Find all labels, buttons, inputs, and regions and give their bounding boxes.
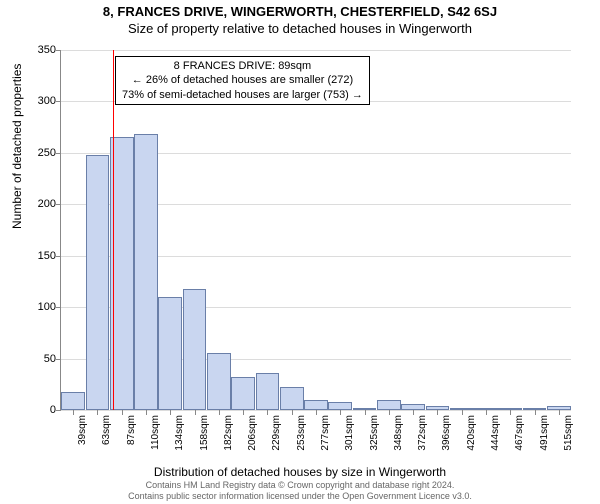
- gridline: [61, 50, 571, 51]
- xtick-label: 515sqm: [563, 415, 574, 451]
- xtick-label: 229sqm: [271, 415, 282, 451]
- histogram-bar: [61, 392, 85, 411]
- xtick-label: 87sqm: [126, 415, 137, 445]
- xtick-mark: [486, 410, 487, 415]
- xtick-label: 444sqm: [490, 415, 501, 451]
- xtick-mark: [535, 410, 536, 415]
- xtick-mark: [73, 410, 74, 415]
- xtick-label: 253sqm: [296, 415, 307, 451]
- xtick-label: 491sqm: [539, 415, 550, 451]
- ytick-label: 350: [16, 44, 56, 56]
- ytick-mark: [56, 410, 61, 411]
- xtick-mark: [559, 410, 560, 415]
- xtick-mark: [389, 410, 390, 415]
- footer-line-2: Contains public sector information licen…: [0, 491, 600, 502]
- ytick-mark: [56, 359, 61, 360]
- ytick-label: 0: [16, 404, 56, 416]
- xtick-mark: [316, 410, 317, 415]
- ytick-mark: [56, 256, 61, 257]
- xtick-label: 372sqm: [417, 415, 428, 451]
- histogram-bar: [134, 134, 158, 410]
- ytick-label: 250: [16, 147, 56, 159]
- xtick-label: 206sqm: [247, 415, 258, 451]
- histogram-bar: [183, 289, 207, 410]
- histogram-bar: [280, 387, 304, 410]
- chart-title-main: 8, FRANCES DRIVE, WINGERWORTH, CHESTERFI…: [0, 4, 600, 19]
- ytick-mark: [56, 101, 61, 102]
- xtick-label: 134sqm: [174, 415, 185, 451]
- xtick-mark: [97, 410, 98, 415]
- info-box: 8 FRANCES DRIVE: 89sqm← 26% of detached …: [115, 56, 370, 105]
- xtick-label: 348sqm: [393, 415, 404, 451]
- xtick-label: 63sqm: [101, 415, 112, 445]
- histogram-bar: [231, 377, 255, 410]
- xtick-label: 301sqm: [344, 415, 355, 451]
- xtick-mark: [219, 410, 220, 415]
- xtick-mark: [243, 410, 244, 415]
- ytick-mark: [56, 204, 61, 205]
- histogram-bar: [304, 400, 328, 410]
- footer-attribution: Contains HM Land Registry data © Crown c…: [0, 480, 600, 502]
- xtick-mark: [122, 410, 123, 415]
- xtick-label: 277sqm: [320, 415, 331, 451]
- info-box-line: 73% of semi-detached houses are larger (…: [122, 88, 363, 102]
- xtick-label: 39sqm: [77, 415, 88, 445]
- xtick-mark: [195, 410, 196, 415]
- histogram-bar: [158, 297, 182, 410]
- xtick-label: 110sqm: [150, 415, 161, 450]
- xtick-mark: [462, 410, 463, 415]
- xtick-label: 182sqm: [223, 415, 234, 451]
- ytick-label: 100: [16, 301, 56, 313]
- xtick-mark: [413, 410, 414, 415]
- xtick-label: 467sqm: [514, 415, 525, 451]
- xtick-mark: [292, 410, 293, 415]
- chart-title-sub: Size of property relative to detached ho…: [0, 21, 600, 36]
- xtick-label: 158sqm: [199, 415, 210, 451]
- footer-line-1: Contains HM Land Registry data © Crown c…: [0, 480, 600, 491]
- xtick-label: 396sqm: [441, 415, 452, 451]
- xtick-mark: [267, 410, 268, 415]
- ytick-label: 200: [16, 198, 56, 210]
- histogram-bar: [256, 373, 280, 410]
- ytick-label: 150: [16, 250, 56, 262]
- ytick-mark: [56, 307, 61, 308]
- ytick-label: 300: [16, 95, 56, 107]
- histogram-bar: [377, 400, 401, 410]
- info-box-line: 8 FRANCES DRIVE: 89sqm: [122, 59, 363, 73]
- ytick-mark: [56, 153, 61, 154]
- xtick-mark: [146, 410, 147, 415]
- ytick-label: 50: [16, 353, 56, 365]
- x-axis-label: Distribution of detached houses by size …: [0, 465, 600, 479]
- xtick-mark: [365, 410, 366, 415]
- histogram-bar: [328, 402, 352, 410]
- xtick-mark: [170, 410, 171, 415]
- histogram-bar: [86, 155, 110, 410]
- xtick-label: 420sqm: [466, 415, 477, 451]
- ytick-mark: [56, 50, 61, 51]
- xtick-label: 325sqm: [369, 415, 380, 451]
- xtick-mark: [510, 410, 511, 415]
- info-box-line: ← 26% of detached houses are smaller (27…: [122, 73, 363, 87]
- xtick-mark: [437, 410, 438, 415]
- histogram-bar: [207, 353, 231, 410]
- xtick-mark: [340, 410, 341, 415]
